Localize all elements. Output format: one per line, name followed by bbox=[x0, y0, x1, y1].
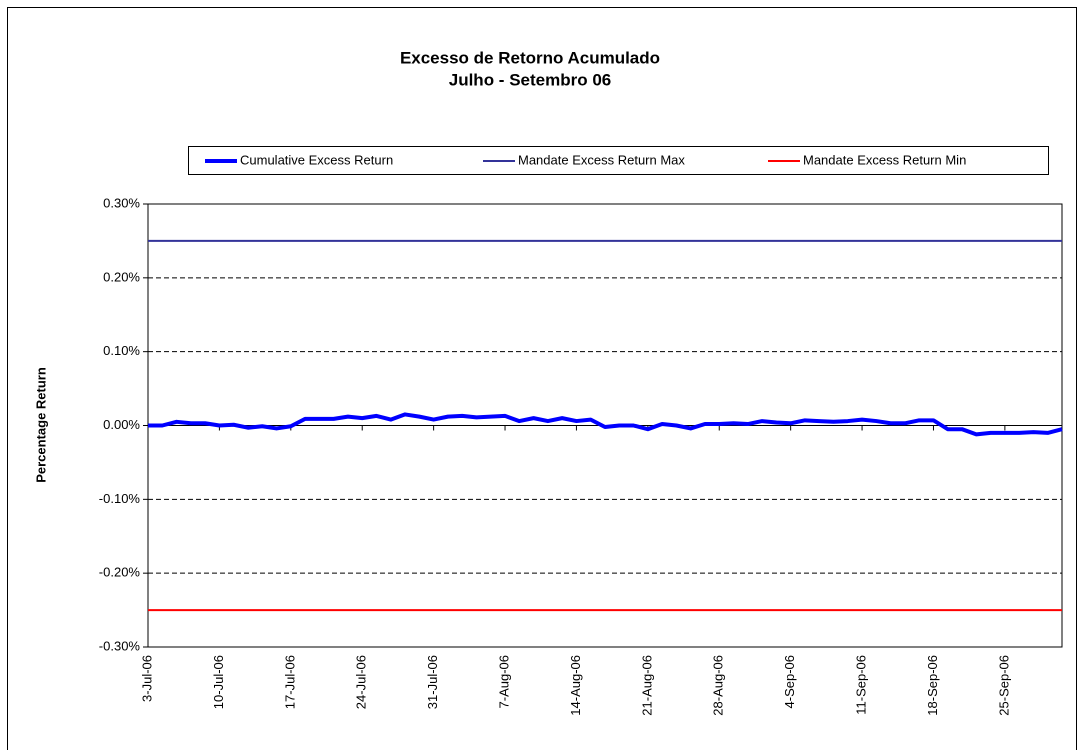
chart-subtitle: Julho - Setembro 06 bbox=[449, 70, 611, 89]
y-axis-label: Percentage Return bbox=[33, 367, 48, 483]
x-tick-label: 31-Jul-06 bbox=[425, 655, 440, 709]
y-tick-label: 0.30% bbox=[103, 195, 140, 210]
x-tick-label: 3-Jul-06 bbox=[139, 655, 154, 702]
x-tick-label: 7-Aug-06 bbox=[496, 655, 511, 708]
x-tick-label: 18-Sep-06 bbox=[925, 655, 940, 716]
x-tick-label: 14-Aug-06 bbox=[568, 655, 583, 716]
legend-box bbox=[188, 146, 1049, 175]
y-tick-label: -0.10% bbox=[99, 491, 141, 506]
x-tick-label: 17-Jul-06 bbox=[282, 655, 297, 709]
y-tick-label: 0.20% bbox=[103, 269, 140, 284]
y-tick-label: 0.10% bbox=[103, 343, 140, 358]
legend-label: Mandate Excess Return Min bbox=[803, 152, 966, 167]
x-tick-label: 25-Sep-06 bbox=[996, 655, 1011, 716]
legend-label: Cumulative Excess Return bbox=[240, 152, 393, 167]
x-tick-label: 4-Sep-06 bbox=[782, 655, 797, 708]
x-tick-label: 11-Sep-06 bbox=[854, 655, 869, 715]
x-tick-label: 21-Aug-06 bbox=[639, 655, 654, 716]
chart-title: Excesso de Retorno Acumulado bbox=[400, 48, 660, 67]
series-line bbox=[148, 412, 1063, 437]
x-tick-label: 24-Jul-06 bbox=[354, 655, 369, 709]
y-tick-label: -0.30% bbox=[99, 638, 141, 653]
x-tick-label: 10-Jul-06 bbox=[211, 655, 226, 709]
y-tick-label: -0.20% bbox=[99, 565, 141, 580]
x-tick-label: 28-Aug-06 bbox=[711, 655, 726, 716]
legend-label: Mandate Excess Return Max bbox=[518, 152, 685, 167]
y-tick-label: 0.00% bbox=[103, 417, 140, 432]
